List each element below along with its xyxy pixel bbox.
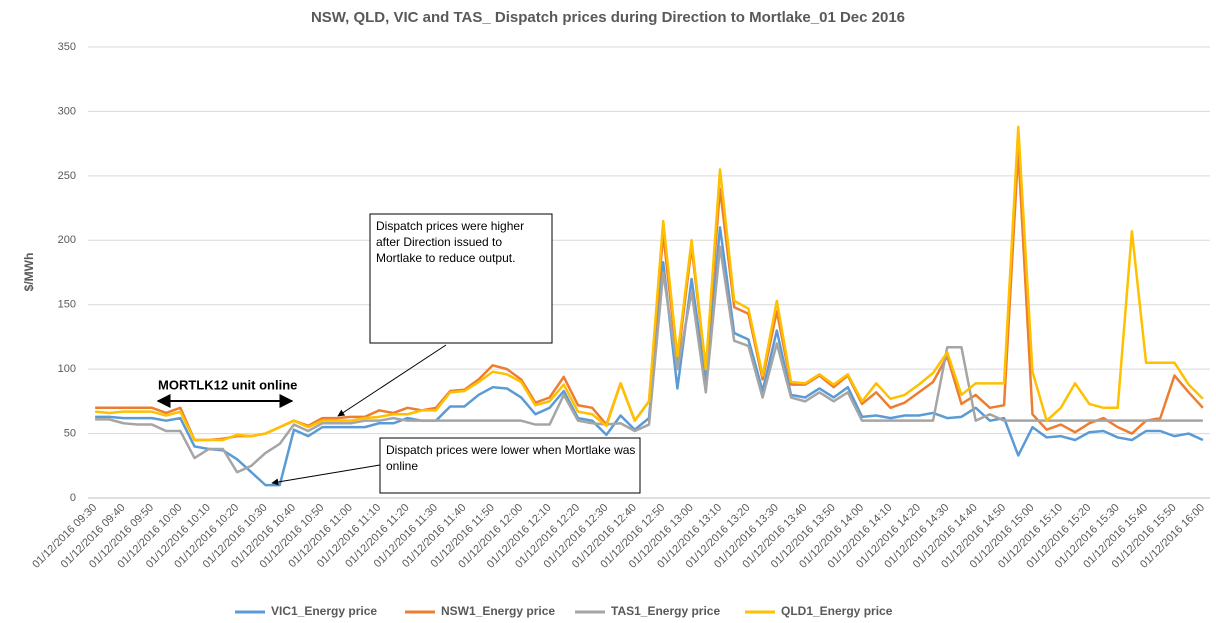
annotation-higher: Dispatch prices were higher after Direct… [376, 219, 525, 265]
series-line [95, 245, 1203, 474]
y-tick-label: 100 [58, 363, 76, 375]
y-tick-label: 300 [58, 105, 76, 117]
y-tick-label: 200 [58, 234, 76, 246]
annotation-box [379, 437, 641, 494]
y-axis-label: $/MWh [22, 253, 36, 292]
annotation-lower: Dispatch prices were lower when Mortlake… [386, 443, 636, 473]
y-tick-label: 350 [58, 41, 76, 53]
legend-label: NSW1_Energy price [441, 604, 555, 618]
y-tick-label: 250 [58, 170, 76, 182]
chart-title: NSW, QLD, VIC and TAS_ Dispatch prices d… [311, 9, 905, 26]
y-tick-label: 150 [58, 299, 76, 311]
y-tick-label: 50 [64, 427, 76, 439]
grid [88, 46, 1210, 499]
series-line [94, 125, 1204, 442]
annotation-arrow [271, 464, 381, 486]
legend-label: TAS1_Energy price [611, 604, 720, 618]
annotation-text: Dispatch prices were lower when Mortlake… [386, 443, 636, 473]
y-tick-label: 0 [70, 492, 76, 504]
annotation-text: Dispatch prices were higher after Direct… [376, 219, 525, 265]
legend-label: VIC1_Energy price [271, 604, 377, 618]
legend-label: QLD1_Energy price [781, 604, 893, 618]
annotation-arrow [337, 344, 447, 417]
annotation-box [369, 213, 553, 344]
annotation-online: MORTLK12 unit online [158, 377, 297, 392]
series-line [95, 226, 1204, 487]
lines [94, 125, 1204, 487]
